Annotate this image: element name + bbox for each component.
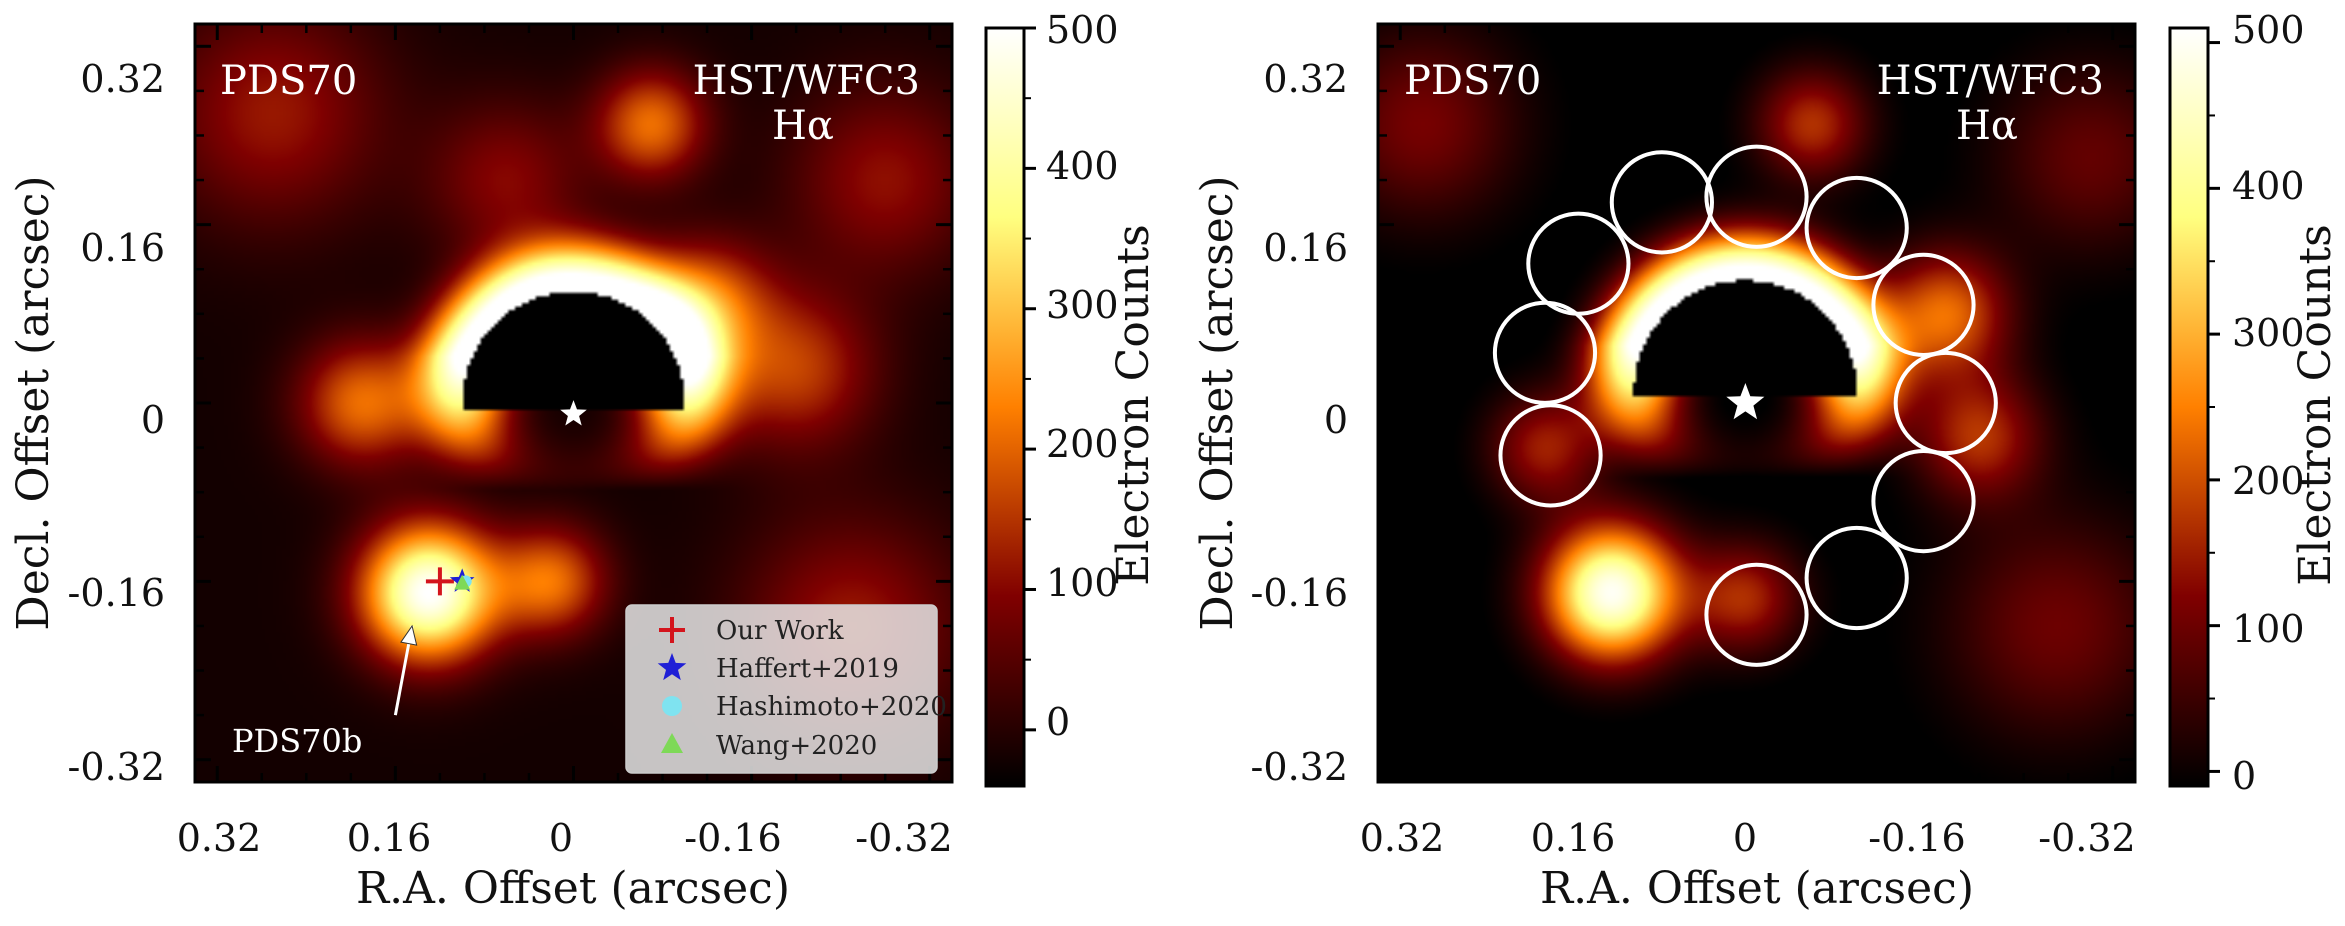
right-ytick-label: 0.16 [1263, 226, 1348, 270]
left-ytick-label: -0.32 [68, 745, 165, 789]
right-colorbar-tick-label: 0 [2232, 754, 2256, 798]
right-x-axis-title: R.A. Offset (arcsec) [1540, 863, 1974, 914]
legend-entry-hashimoto: Hashimoto+2020 [716, 692, 947, 722]
right-instrument-label: HST/WFC3 [1877, 58, 2104, 104]
legend-star-symbol [657, 653, 687, 681]
aperture-circle [1498, 403, 1603, 508]
right-colorbar-tick-label: 400 [2232, 164, 2305, 208]
right-ytick-label: -0.32 [1251, 745, 1348, 789]
aperture-circle [1804, 525, 1909, 631]
left-ytick-label: -0.16 [68, 571, 165, 615]
right-panel: 0.32 0.16 0 -0.16 -0.32 0.32 0.16 0 -0.1… [1192, 8, 2341, 914]
planet-annotation-label: PDS70b [232, 722, 362, 760]
aperture-circle [1893, 350, 1998, 456]
legend-box [625, 604, 938, 774]
left-colorbar-tick-label: 300 [1046, 283, 1119, 327]
legend-circle-symbol [662, 696, 682, 716]
legend-plus-symbol [659, 617, 685, 643]
left-ytick-label: 0 [141, 398, 165, 442]
right-colorbar-tick-label: 200 [2232, 459, 2305, 503]
right-filter-label: Hα [1956, 103, 2018, 149]
aperture-circle [1871, 252, 1976, 358]
aperture-circle [1609, 150, 1714, 255]
left-xtick-label: 0.32 [177, 816, 262, 860]
right-xtick-label: 0.16 [1531, 816, 1616, 860]
right-xtick-label: -0.32 [2038, 816, 2135, 860]
left-target-label: PDS70 [220, 58, 357, 104]
right-xtick-label: 0.32 [1360, 816, 1445, 860]
aperture-circle [1704, 144, 1809, 249]
host-star-marker [1726, 383, 1765, 420]
right-y-axis-title: Decl. Offset (arcsec) [1192, 175, 1243, 630]
legend: Our Work Haffert+2019 Hashimoto+2020 Wan… [625, 604, 947, 774]
legend-symbols [657, 617, 687, 753]
left-xtick-label: -0.32 [855, 816, 952, 860]
right-colorbar-tick-label: 100 [2232, 607, 2305, 651]
right-markers [1492, 144, 1998, 667]
right-ytick-label: 0 [1324, 398, 1348, 442]
left-xtick-label: 0.16 [347, 816, 432, 860]
left-axis-ticks [195, 24, 952, 782]
left-colorbar-tick-label: 200 [1046, 422, 1119, 466]
right-colorbar-ticks [2208, 41, 2220, 773]
left-colorbar-ticks [1024, 26, 1036, 732]
left-y-axis-title: Decl. Offset (arcsec) [8, 175, 59, 630]
annotation-arrow-head [400, 624, 418, 646]
right-colorbar-tick-label: 500 [2232, 8, 2305, 52]
left-colorbar [984, 26, 1026, 788]
left-panel: 0.32 0.16 0 -0.16 -0.32 0.32 0.16 0 -0.1… [8, 8, 1159, 914]
left-colorbar-tick-label: 400 [1046, 144, 1119, 188]
left-colorbar-tick-label: 0 [1046, 700, 1070, 744]
right-xtick-label: 0 [1733, 816, 1757, 860]
left-filter-label: Hα [772, 103, 834, 149]
aperture-circle [1492, 300, 1598, 405]
left-ytick-label: 0.32 [80, 57, 165, 101]
right-colorbar-tick-label: 300 [2232, 311, 2305, 355]
right-axis-ticks [1378, 24, 2135, 782]
left-colorbar-tick-label: 100 [1046, 561, 1119, 605]
legend-triangle-symbol [661, 733, 683, 753]
aperture-circle [1871, 448, 1976, 554]
host-star-marker [560, 400, 587, 426]
right-target-label: PDS70 [1404, 58, 1541, 104]
aperture-circle [1704, 562, 1809, 667]
aperture-circle [1804, 175, 1909, 281]
right-ytick-label: 0.32 [1263, 57, 1348, 101]
right-xtick-label: -0.16 [1868, 816, 1965, 860]
left-x-axis-title: R.A. Offset (arcsec) [356, 863, 790, 914]
left-markers [393, 400, 587, 716]
wang-marker [454, 574, 471, 590]
left-xtick-label: 0 [549, 816, 573, 860]
left-colorbar-title: Electron Counts [1108, 224, 1159, 586]
right-colorbar [2168, 26, 2210, 788]
our-work-marker [425, 567, 454, 596]
right-colorbar-title: Electron Counts [2290, 224, 2341, 586]
left-xtick-label: -0.16 [684, 816, 781, 860]
left-ytick-label: 0.16 [80, 226, 165, 270]
left-instrument-label: HST/WFC3 [693, 58, 920, 104]
legend-entry-our-work: Our Work [716, 616, 844, 646]
left-colorbar-tick-label: 500 [1046, 8, 1119, 52]
right-ytick-label: -0.16 [1251, 571, 1348, 615]
legend-entry-wang: Wang+2020 [716, 731, 877, 761]
legend-entry-haffert: Haffert+2019 [716, 654, 899, 684]
